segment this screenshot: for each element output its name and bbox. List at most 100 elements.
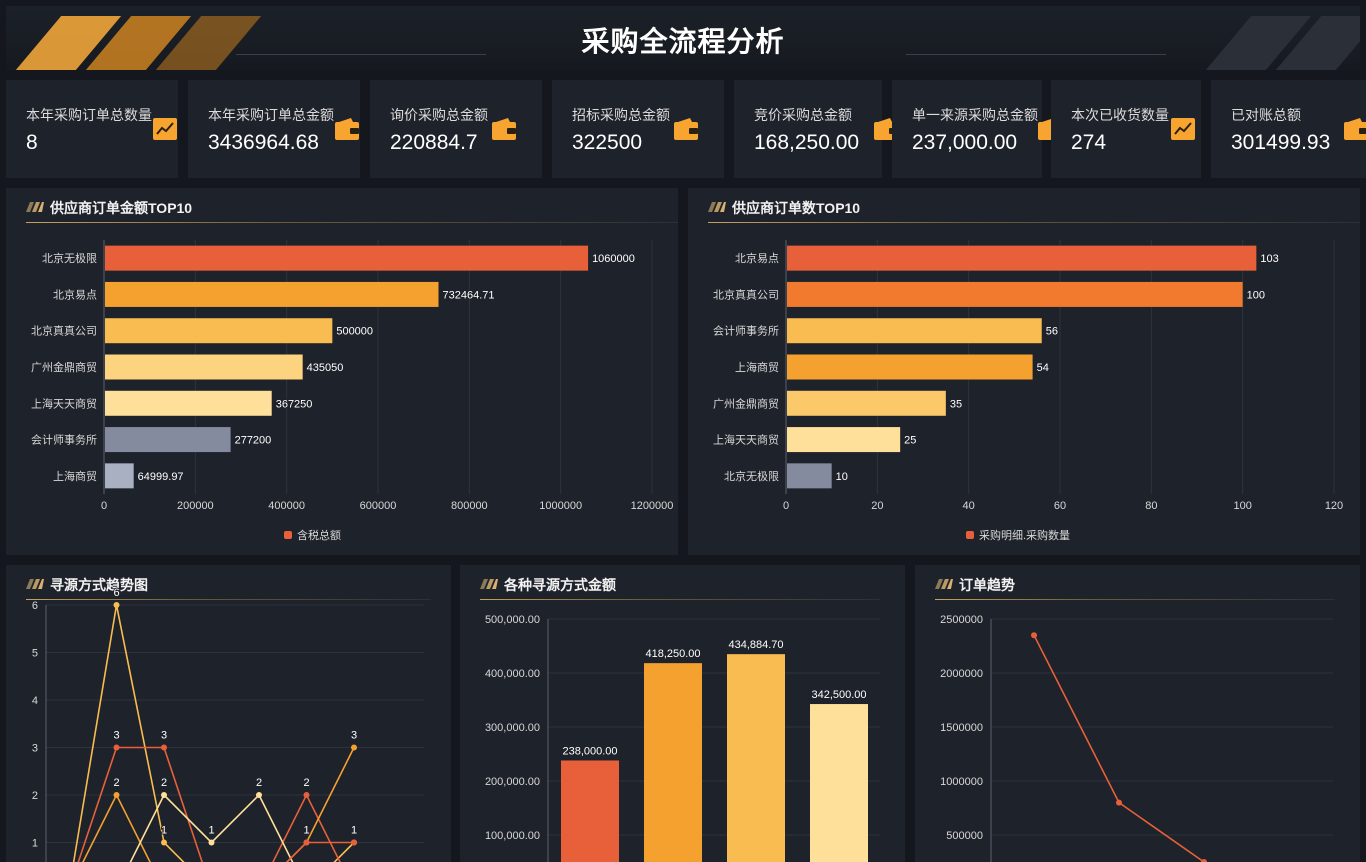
y-tick-label: 500000 — [946, 830, 983, 842]
title-underline — [26, 222, 678, 223]
category-label: 北京真真公司 — [713, 287, 779, 301]
bar — [787, 318, 1042, 344]
bar — [105, 318, 333, 344]
x-tick-label: 40 — [963, 500, 975, 512]
bar — [787, 463, 832, 489]
y-tick-label: 6 — [32, 600, 38, 612]
kpi-label: 本年采购订单总金额 — [208, 107, 334, 123]
bar — [105, 354, 303, 380]
y-tick-label: 500,000.00 — [485, 614, 540, 626]
category-label: 上海天天商贸 — [713, 433, 779, 447]
title-underline — [935, 599, 1335, 600]
x-tick-label: 0 — [783, 500, 789, 512]
sourcing-amount-chart: 100,000.00 200,000.00 300,000.00 400,000.00… — [485, 614, 880, 862]
category-label: 北京无极限 — [42, 251, 97, 265]
value-label: 1060000 — [592, 253, 635, 265]
x-tick-label: 80 — [1145, 500, 1157, 512]
value-label: 3 — [113, 730, 119, 742]
bar — [561, 760, 619, 862]
y-tick-label: 1000000 — [940, 776, 983, 788]
title-underline — [708, 222, 1360, 223]
bar — [105, 463, 134, 489]
data-point — [113, 602, 120, 608]
y-tick-label: 2 — [32, 790, 38, 802]
kpi-card: 本次已收货数量 274 — [1051, 80, 1201, 178]
y-tick-label: 3 — [32, 743, 38, 755]
bar — [787, 390, 946, 416]
data-point — [351, 744, 357, 751]
x-tick-label: 20 — [871, 500, 883, 512]
bar — [105, 427, 231, 453]
kpi-card: 已对账总额 301499.93 — [1211, 80, 1366, 178]
data-point — [303, 792, 310, 798]
data-point — [208, 839, 215, 846]
data-point — [1201, 859, 1207, 862]
value-label: 2 — [161, 777, 167, 789]
category-label: 上海商贸 — [735, 360, 779, 374]
bar — [727, 654, 785, 862]
wallet-icon — [335, 118, 359, 140]
kpi-value: 237,000.00 — [912, 131, 1018, 154]
order-trend-chart: 500000 1000000 1500000 2000000 2500000 — [940, 614, 1333, 862]
x-tick-label: 1000000 — [539, 500, 582, 512]
value-label: 435050 — [307, 362, 344, 374]
data-point — [113, 744, 120, 751]
value-label: 434,884.70 — [728, 639, 783, 651]
data-point — [303, 839, 310, 846]
value-label: 1 — [351, 825, 357, 837]
title-underline — [26, 599, 431, 600]
value-label: 25 — [904, 435, 916, 447]
data-point — [161, 744, 167, 751]
value-label: 342,500.00 — [811, 689, 866, 701]
header-line — [906, 54, 1166, 55]
data-point — [161, 792, 167, 798]
category-label: 上海天天商贸 — [31, 396, 97, 410]
wallet-icon — [1344, 118, 1366, 140]
category-label: 北京无极限 — [724, 469, 779, 483]
kpi-label: 竞价采购总金额 — [754, 107, 852, 123]
y-tick-label: 100,000.00 — [485, 830, 540, 842]
value-label: 500000 — [336, 326, 373, 338]
kpi-label: 已对账总额 — [1231, 107, 1301, 123]
title-deco-icon — [26, 579, 44, 589]
title-underline — [480, 599, 880, 600]
category-label: 北京易点 — [53, 287, 97, 301]
kpi-card: 竞价采购总金额 168,250.00 — [734, 80, 898, 178]
wallet-icon — [674, 118, 698, 140]
wallet-icon — [492, 118, 516, 140]
y-tick-label: 200,000.00 — [485, 776, 540, 788]
y-tick-label: 2500000 — [940, 614, 983, 626]
chart-title: 订单趋势 — [959, 577, 1015, 593]
data-point — [113, 792, 120, 798]
kpi-card: 本年采购订单总金额 3436964.68 — [188, 80, 360, 178]
kpi-value: 274 — [1071, 131, 1107, 154]
kpi-value: 301499.93 — [1231, 131, 1331, 154]
value-label: 3 — [351, 730, 357, 742]
kpi-value: 322500 — [572, 131, 643, 154]
kpi-card: 单一来源采购总金额 237,000.00 — [892, 80, 1062, 178]
data-point — [1116, 799, 1122, 806]
bar — [787, 427, 901, 453]
supplier-count-chart: 0 20 40 60 80 100 120 北京易点 103 北京真真公司 100 会计师事务所 56 上… — [713, 240, 1343, 542]
value-label: 3 — [161, 730, 167, 742]
category-label: 广州金鼎商贸 — [713, 396, 779, 410]
value-label: 35 — [950, 398, 962, 410]
page-title: 采购全流程分析 — [581, 26, 785, 57]
y-tick-label: 4 — [32, 695, 38, 707]
title-deco-icon — [935, 579, 953, 589]
value-label: 367250 — [276, 398, 313, 410]
value-label: 1 — [208, 825, 214, 837]
legend-swatch — [284, 531, 292, 539]
legend-swatch — [966, 531, 974, 539]
bar — [105, 281, 439, 307]
kpi-card: 招标采购总金额 322500 — [552, 80, 724, 178]
sourcing-amount-panel: 各种寻源方式金额 100,000.00 200,000.00 300,000.00 4… — [460, 565, 905, 862]
title-deco-icon — [480, 579, 498, 589]
x-tick-label: 1200000 — [631, 500, 674, 512]
kpi-value: 168,250.00 — [754, 131, 860, 154]
x-tick-label: 0 — [101, 500, 107, 512]
kpi-label: 本年采购订单总数量 — [26, 107, 152, 123]
kpi-value: 8 — [26, 131, 38, 154]
x-tick-label: 200000 — [177, 500, 214, 512]
x-tick-label: 120 — [1325, 500, 1343, 512]
